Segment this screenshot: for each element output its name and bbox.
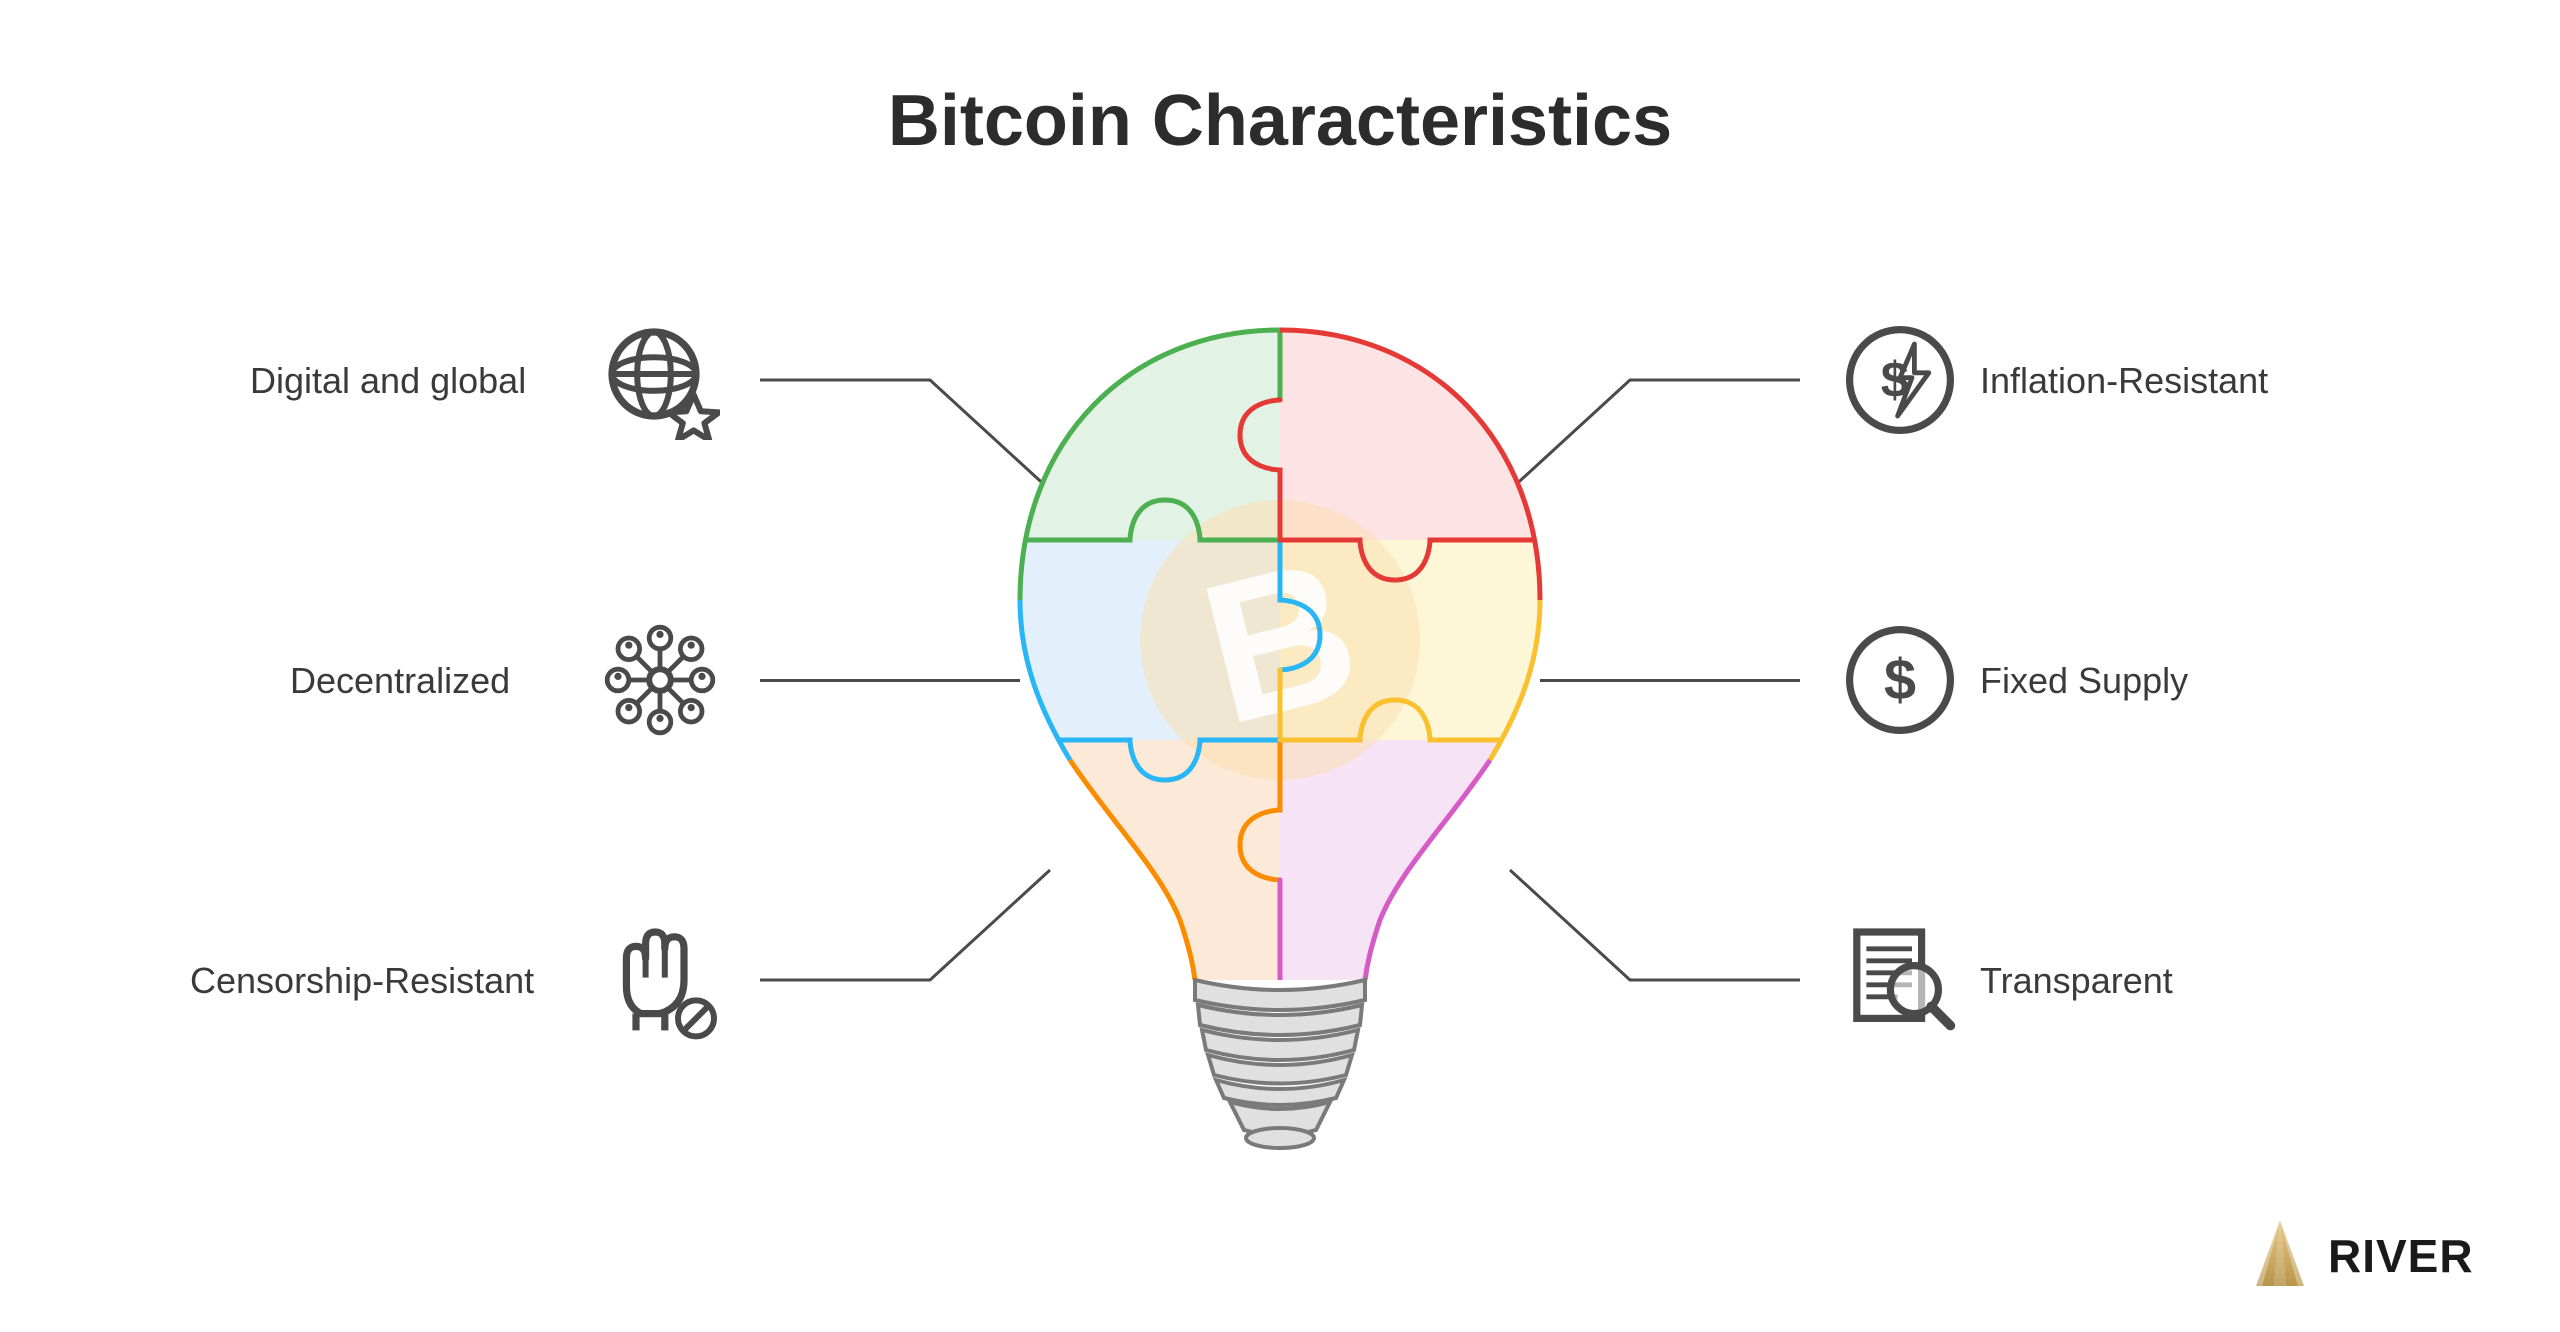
network-nodes-icon <box>600 620 720 740</box>
river-logo-text: RIVER <box>2328 1229 2474 1283</box>
river-logo: RIVER <box>2250 1220 2474 1291</box>
label-inflation: Inflation-Resistant <box>1980 360 2268 402</box>
dollar-circle-icon: $ <box>1840 620 1960 740</box>
svg-text:$: $ <box>1884 648 1916 712</box>
fist-prohibit-icon <box>600 920 720 1040</box>
label-fixed-supply: Fixed Supply <box>1980 660 2188 702</box>
page-title: Bitcoin Characteristics <box>0 80 2560 162</box>
label-decentralized: Decentralized <box>290 660 510 702</box>
doc-magnify-icon <box>1840 920 1960 1040</box>
river-logo-icon <box>2250 1220 2310 1291</box>
dollar-bolt-icon: $ <box>1840 320 1960 440</box>
lightbulb-puzzle-icon: B <box>980 300 1580 1200</box>
label-digital-global: Digital and global <box>250 360 526 402</box>
label-censorship: Censorship-Resistant <box>190 960 534 1002</box>
globe-star-icon <box>600 320 720 440</box>
label-transparent: Transparent <box>1980 960 2173 1002</box>
